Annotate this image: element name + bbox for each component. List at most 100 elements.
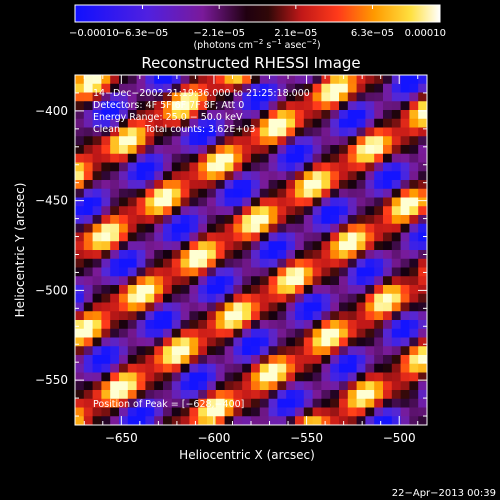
heatmap-cell <box>171 75 181 85</box>
heatmap-cell <box>119 390 129 400</box>
heatmap-cell <box>110 276 120 286</box>
heatmap-cell <box>259 311 269 321</box>
heatmap-cell <box>75 407 85 417</box>
heatmap-cell <box>374 328 384 338</box>
heatmap-cell <box>277 232 287 242</box>
heatmap-cell <box>136 416 146 425</box>
heatmap-cell <box>277 320 287 330</box>
heatmap-cell <box>286 258 296 268</box>
heatmap-cell <box>409 320 419 330</box>
heatmap-cell <box>374 232 384 242</box>
heatmap-cell <box>330 127 340 137</box>
footer-date: 22−Apr−2013 00:39 <box>392 488 496 499</box>
heatmap-cell <box>75 110 85 120</box>
heatmap-cell <box>75 398 85 408</box>
heatmap-cell <box>83 188 93 198</box>
heatmap-cell <box>101 285 111 295</box>
heatmap-cell <box>295 302 305 312</box>
heatmap-cell <box>259 171 269 181</box>
heatmap-cell <box>154 416 164 425</box>
heatmap-cell <box>136 171 146 181</box>
heatmap-cell <box>83 258 93 268</box>
heatmap-cell <box>347 110 357 120</box>
heatmap-cell <box>321 416 331 425</box>
heatmap-cell <box>383 293 393 303</box>
heatmap-cell <box>259 398 269 408</box>
heatmap-cell <box>154 215 164 225</box>
colorbar-tick-label: −2.1e−05 <box>193 28 245 39</box>
heatmap-cell <box>347 285 357 295</box>
heatmap-cell <box>136 223 146 233</box>
heatmap-cell <box>233 162 243 172</box>
heatmap-cell <box>339 372 349 382</box>
heatmap-cell <box>268 398 278 408</box>
heatmap-cell <box>136 250 146 260</box>
heatmap-cell <box>251 110 261 120</box>
heatmap-cell <box>312 398 322 408</box>
heatmap-cell <box>409 118 419 128</box>
heatmap-cell <box>365 302 375 312</box>
heatmap-cell <box>286 346 296 356</box>
heatmap-cell <box>92 320 102 330</box>
heatmap-cell <box>356 162 366 172</box>
heatmap-cell <box>418 267 427 277</box>
heatmap-cell <box>224 232 234 242</box>
heatmap-cell <box>171 337 181 347</box>
heatmap-cell <box>92 145 102 155</box>
heatmap-cell <box>136 293 146 303</box>
heatmap-cell <box>189 215 199 225</box>
heatmap-cell <box>224 83 234 93</box>
heatmap-cell <box>189 197 199 207</box>
heatmap-cell <box>330 407 340 417</box>
heatmap-cell <box>207 320 217 330</box>
heatmap-cell <box>356 250 366 260</box>
heatmap-cell <box>119 311 129 321</box>
heatmap-cell <box>224 416 234 425</box>
heatmap-cell <box>251 302 261 312</box>
heatmap-cell <box>347 127 357 137</box>
heatmap-cell <box>171 293 181 303</box>
heatmap-cell <box>83 118 93 128</box>
heatmap-cell <box>268 171 278 181</box>
heatmap-cell <box>356 92 366 102</box>
heatmap-cell <box>286 363 296 373</box>
heatmap-cell <box>312 215 322 225</box>
heatmap-cell <box>330 188 340 198</box>
heatmap-cell <box>277 328 287 338</box>
heatmap-cell <box>277 407 287 417</box>
heatmap-cell <box>383 337 393 347</box>
heatmap-cell <box>383 206 393 216</box>
heatmap-cell <box>321 267 331 277</box>
heatmap-cell <box>259 258 269 268</box>
heatmap-cell <box>418 118 427 128</box>
heatmap-cell <box>418 162 427 172</box>
heatmap-cell <box>75 197 85 207</box>
heatmap-cell <box>154 180 164 190</box>
heatmap-cell <box>198 145 208 155</box>
heatmap-cell <box>339 188 349 198</box>
heatmap-cell <box>198 276 208 286</box>
heatmap-cell <box>101 223 111 233</box>
heatmap-cell <box>233 398 243 408</box>
heatmap-cell <box>215 92 225 102</box>
heatmap-cell <box>251 320 261 330</box>
heatmap-cell <box>189 162 199 172</box>
heatmap-cell <box>75 250 85 260</box>
heatmap-cell <box>145 407 155 417</box>
heatmap-cell <box>215 83 225 93</box>
heatmap-cell <box>110 293 120 303</box>
heatmap-cell <box>127 398 137 408</box>
heatmap-cell <box>347 381 357 391</box>
heatmap-cell <box>409 232 419 242</box>
heatmap-cell <box>383 136 393 146</box>
heatmap-cell <box>347 337 357 347</box>
heatmap-cell <box>312 232 322 242</box>
heatmap-cell <box>339 232 349 242</box>
heatmap-cell <box>83 180 93 190</box>
heatmap-cell <box>321 302 331 312</box>
heatmap-cell <box>418 328 427 338</box>
heatmap-cell <box>224 118 234 128</box>
heatmap-cell <box>303 75 313 85</box>
heatmap-cell <box>154 355 164 365</box>
heatmap-cell <box>180 223 190 233</box>
